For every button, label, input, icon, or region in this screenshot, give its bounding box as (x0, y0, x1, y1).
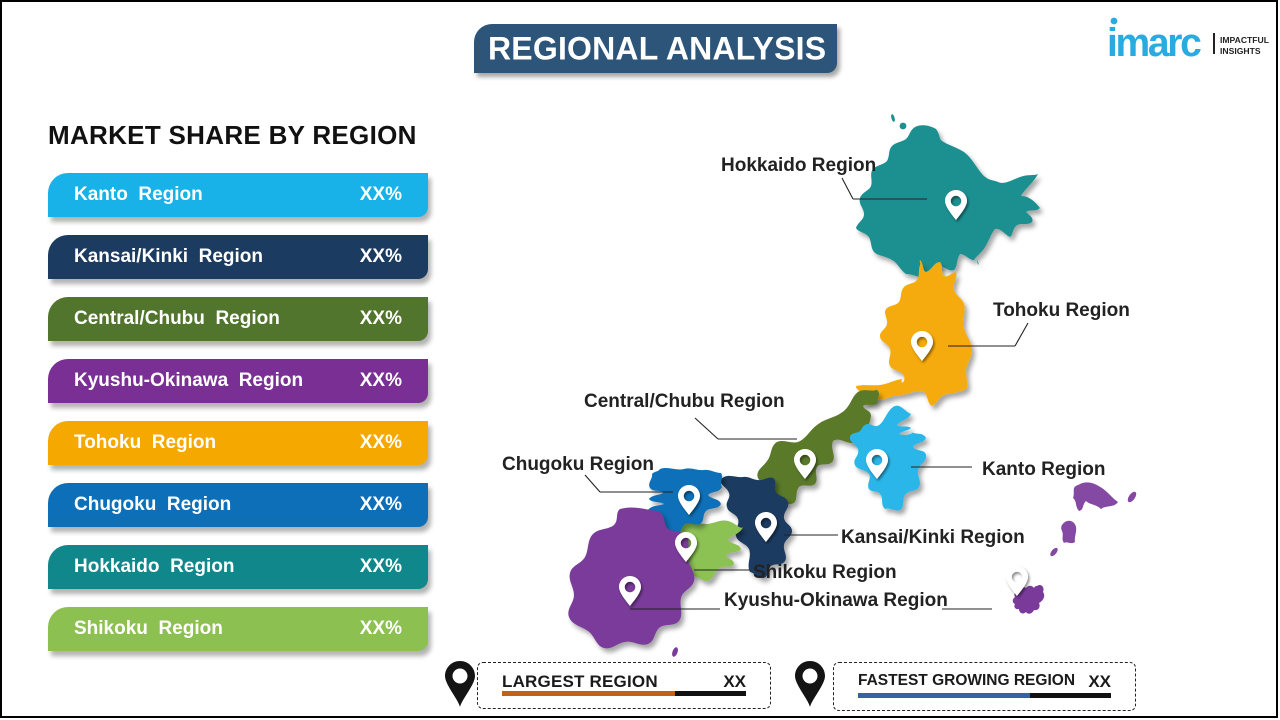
svg-text:INSIGHTS: INSIGHTS (1220, 46, 1261, 56)
svg-text:IMPACTFUL: IMPACTFUL (1220, 35, 1269, 45)
svg-text:imarc: imarc (1107, 21, 1201, 65)
